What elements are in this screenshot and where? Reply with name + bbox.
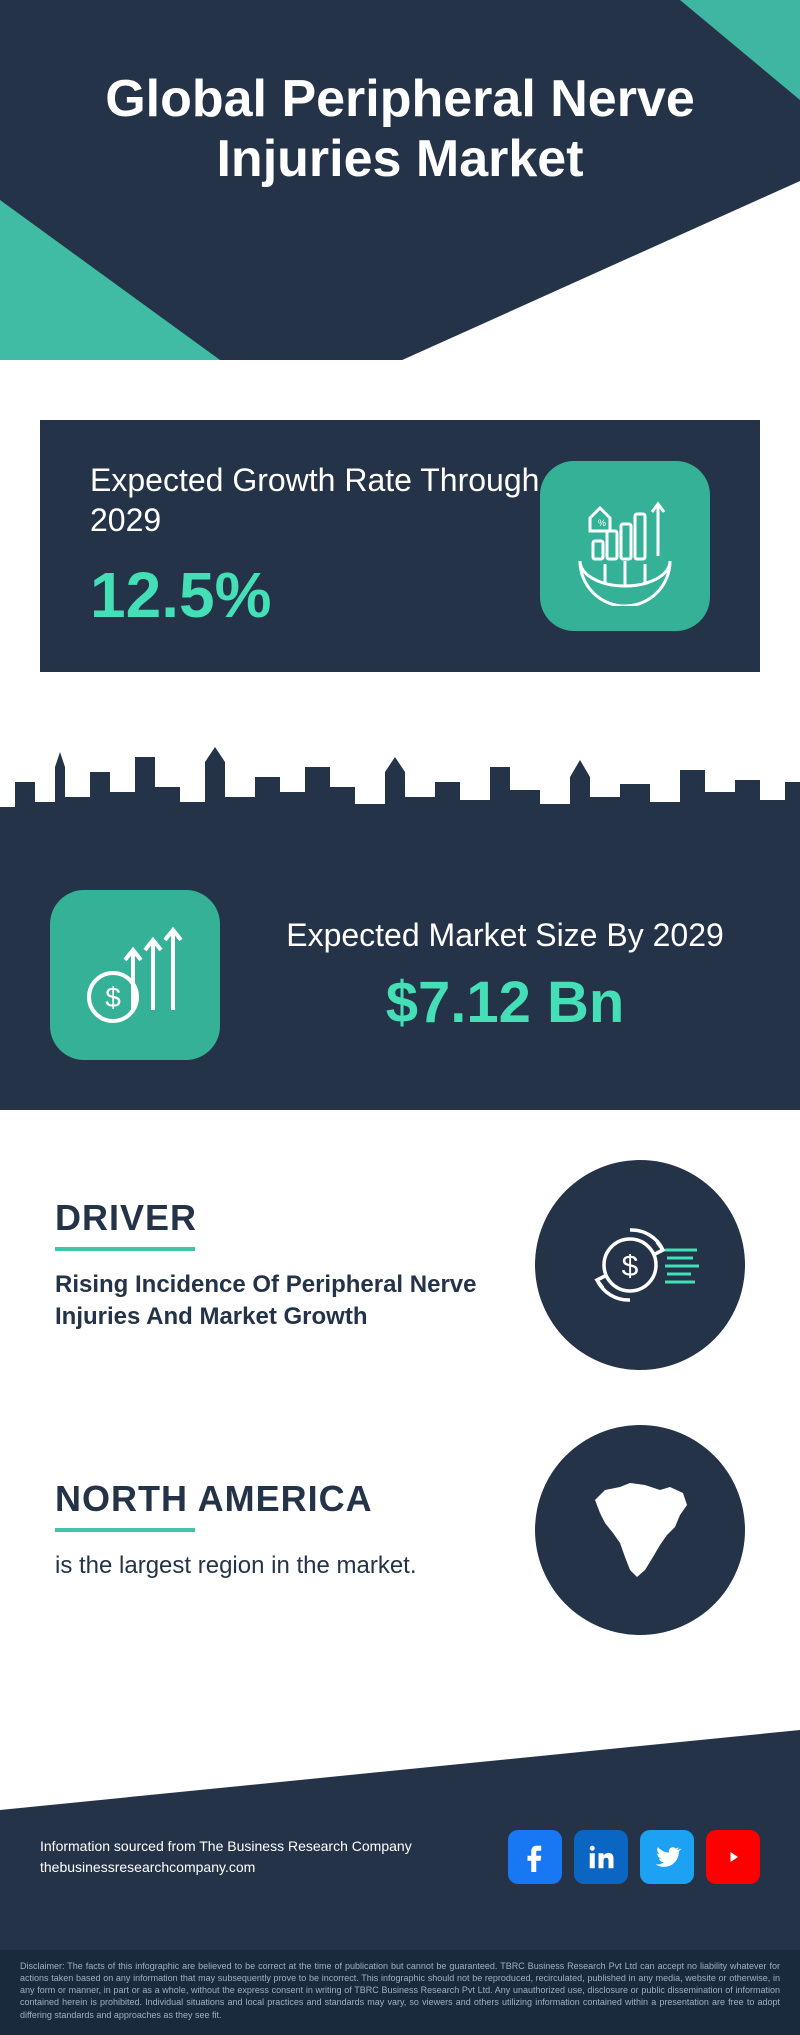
social-buttons (508, 1830, 760, 1884)
dollar-circulation-icon: $ (535, 1160, 745, 1370)
dollar-arrows-up-icon: $ (50, 890, 220, 1060)
infographic-container: Global Peripheral Nerve Injuries Market … (0, 0, 800, 2035)
twitter-icon[interactable] (640, 1830, 694, 1884)
youtube-icon[interactable] (706, 1830, 760, 1884)
market-size-card: $ Expected Market Size By 2029 $7.12 Bn (0, 850, 800, 1110)
market-size-text: Expected Market Size By 2029 $7.12 Bn (260, 915, 750, 1036)
growth-text: Expected Growth Rate Through 2029 12.5% (90, 460, 540, 632)
header: Global Peripheral Nerve Injuries Market (0, 0, 800, 360)
svg-text:$: $ (105, 982, 121, 1013)
heading-underline (55, 1247, 195, 1251)
svg-text:$: $ (622, 1250, 639, 1283)
growth-value: 12.5% (90, 558, 540, 632)
disclaimer-text: Disclaimer: The facts of this infographi… (0, 1950, 800, 2035)
region-row: NORTH AMERICA is the largest region in t… (55, 1425, 745, 1635)
north-america-map-icon (535, 1425, 745, 1635)
globe-bars-growth-icon: % (540, 461, 710, 631)
decorative-triangle (400, 181, 800, 360)
growth-label: Expected Growth Rate Through 2029 (90, 460, 540, 540)
footer-content: Information sourced from The Business Re… (40, 1730, 760, 1884)
footer: Information sourced from The Business Re… (0, 1730, 800, 1950)
driver-heading: DRIVER (55, 1197, 495, 1239)
driver-row: DRIVER Rising Incidence Of Peripheral Ne… (55, 1160, 745, 1370)
region-text: NORTH AMERICA is the largest region in t… (55, 1478, 495, 1582)
growth-rate-card: Expected Growth Rate Through 2029 12.5% … (40, 420, 760, 672)
heading-underline (55, 1528, 195, 1532)
linkedin-icon[interactable] (574, 1830, 628, 1884)
footer-source: Information sourced from The Business Re… (40, 1836, 412, 1878)
city-skyline-decoration (0, 712, 800, 852)
region-desc: is the largest region in the market. (55, 1550, 495, 1582)
market-size-value: $7.12 Bn (260, 969, 750, 1036)
source-line-2: thebusinessresearchcompany.com (40, 1857, 412, 1878)
decorative-triangle (0, 200, 220, 360)
facebook-icon[interactable] (508, 1830, 562, 1884)
driver-text: DRIVER Rising Incidence Of Peripheral Ne… (55, 1197, 495, 1334)
region-heading: NORTH AMERICA (55, 1478, 495, 1520)
market-size-label: Expected Market Size By 2029 (260, 915, 750, 955)
driver-desc: Rising Incidence Of Peripheral Nerve Inj… (55, 1269, 495, 1334)
svg-text:%: % (598, 518, 606, 528)
info-section: DRIVER Rising Incidence Of Peripheral Ne… (0, 1110, 800, 1730)
source-line-1: Information sourced from The Business Re… (40, 1836, 412, 1857)
page-title: Global Peripheral Nerve Injuries Market (0, 0, 800, 190)
